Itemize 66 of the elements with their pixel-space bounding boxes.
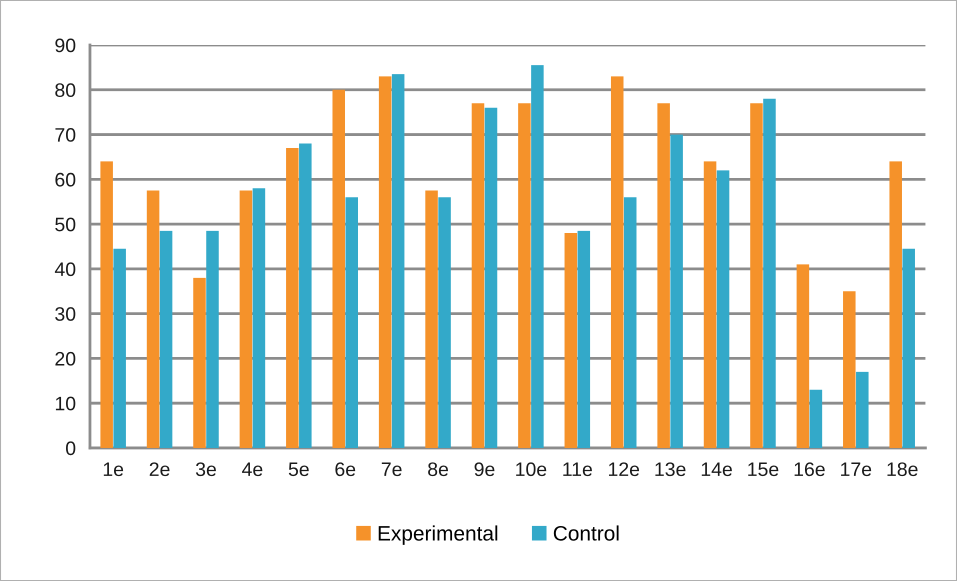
y-tick-label: 10 [56,396,76,410]
x-tick-label: 4e [242,462,262,476]
x-tick-label: 11e [563,462,592,476]
x-tick-label: 17e [841,462,872,476]
x-tick-label: 13e [655,462,686,476]
x-tick-label: 10e [516,462,546,476]
bar [578,230,590,448]
bar [843,291,856,448]
legend-label: Experimental [378,525,498,545]
y-tick-label: 90 [55,38,76,52]
bar [856,372,869,448]
bar [286,148,299,448]
y-tick-label: 50 [55,218,76,232]
bar [704,161,716,448]
bar [146,190,160,448]
bar [160,230,172,448]
bar [657,103,670,448]
bar [624,197,636,448]
x-tick-label: 6e [335,462,356,476]
bar [810,390,822,448]
bar [889,161,902,448]
x-tick-label: 5e [288,462,309,476]
x-tick-label: 15e [748,462,778,476]
bar [345,197,358,448]
bar [796,264,810,448]
y-tick-label: 30 [55,307,76,321]
bar [299,144,312,448]
bar [240,190,252,448]
bar [902,248,915,448]
x-tick-label: 18e [887,462,918,476]
x-tick-label: 12e [608,462,640,476]
bar [100,161,113,448]
x-tick-label: 7e [382,462,402,476]
y-tick-label: 60 [55,172,76,187]
bar [193,278,206,448]
y-tick-label: 0 [66,441,76,456]
bar [610,76,624,448]
y-tick-label: 40 [54,262,76,276]
x-tick-label: 16e [794,462,825,476]
bar [716,170,730,448]
bar [531,65,544,448]
x-tick-label: 9e [474,462,494,476]
bar [332,90,346,448]
x-tick-label: 1e [104,462,124,476]
bar [206,230,219,448]
bar [484,108,498,448]
bar [425,190,438,448]
x-tick-label: 8e [428,462,448,476]
bar [763,98,776,448]
bar [113,248,126,448]
legend-label: Control [554,525,619,541]
bar [252,188,266,448]
bar [438,197,451,448]
bar [564,233,578,448]
bar [670,134,683,448]
y-tick-label: 70 [55,128,76,142]
x-tick-label: 14e [702,462,732,476]
bar [472,103,484,448]
bar [518,103,531,448]
bar [750,103,763,448]
bar [378,76,392,448]
y-tick-label: 80 [55,83,76,98]
x-tick-label: 3e [196,462,216,476]
bar [392,74,404,448]
x-tick-label: 2e [150,462,170,476]
y-tick-label: 20 [55,352,76,366]
